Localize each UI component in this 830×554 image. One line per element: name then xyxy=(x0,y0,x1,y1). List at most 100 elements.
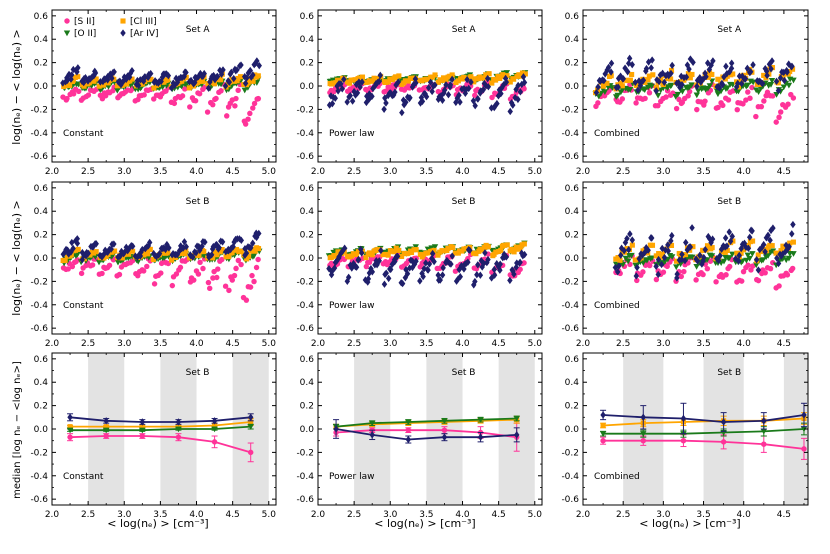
point-cliii xyxy=(787,240,793,246)
point-cliii xyxy=(381,79,388,85)
point-cliii xyxy=(617,257,623,263)
x-tick-label: 3.5 xyxy=(419,339,433,349)
median-point-oii xyxy=(599,431,607,437)
point-cliii xyxy=(183,248,189,254)
point-sii xyxy=(249,272,255,279)
point-ariv xyxy=(133,80,140,89)
y-tick-label: 0.6 xyxy=(300,184,315,194)
point-sii xyxy=(78,97,85,103)
median-point-oii xyxy=(513,415,520,422)
ylabel-top-row: log(nₑ) − < log(nₑ) > xyxy=(10,29,23,144)
point-ariv xyxy=(124,246,131,255)
point-ariv xyxy=(431,257,437,266)
median-point-sii xyxy=(720,439,727,445)
point-ariv xyxy=(665,247,671,255)
point-cliii xyxy=(363,254,369,261)
point-ariv xyxy=(231,74,237,83)
x-tick-label: 4.0 xyxy=(455,167,470,177)
point-ariv xyxy=(694,82,700,91)
point-sii xyxy=(693,277,699,283)
point-sii xyxy=(381,89,387,95)
point-sii xyxy=(210,275,216,281)
point-sii xyxy=(619,96,626,102)
point-ariv xyxy=(139,75,145,84)
point-cliii xyxy=(689,71,695,78)
point-cliii xyxy=(405,78,411,84)
y-tick-label: 0.2 xyxy=(34,59,48,69)
panel-median-combined: 2.0 2.5 3.0 3.5 4.0 4.5 -0.6 -0.4 -0.2 0.0 0.2 0.4 0… xyxy=(561,352,809,520)
point-ariv xyxy=(196,246,203,254)
point-cliii xyxy=(89,249,95,255)
point-cliii xyxy=(147,246,153,252)
point-oii xyxy=(753,262,760,269)
x-tick-label: 5.0 xyxy=(528,339,543,349)
point-ariv xyxy=(79,248,86,257)
point-ariv xyxy=(518,249,525,257)
point-ariv xyxy=(777,74,784,82)
point-cliii xyxy=(143,249,149,255)
point-cliii xyxy=(235,75,241,82)
point-sii xyxy=(75,88,82,95)
point-cliii xyxy=(493,77,499,83)
point-ariv xyxy=(668,69,674,78)
point-ariv xyxy=(389,260,395,269)
point-oii xyxy=(95,259,103,266)
point-ariv xyxy=(385,274,392,283)
point-oii xyxy=(241,87,248,94)
point-sii xyxy=(161,88,168,95)
point-ariv xyxy=(372,82,378,90)
point-cliii xyxy=(81,256,87,262)
y-tick-label: 0.2 xyxy=(300,59,314,69)
point-ariv xyxy=(683,73,690,81)
point-ariv xyxy=(715,256,722,265)
point-sii xyxy=(255,256,261,263)
point-ariv xyxy=(648,64,654,72)
point-cliii xyxy=(673,258,680,264)
x-tick-label: 5.0 xyxy=(528,510,543,520)
y-tick-label: -0.2 xyxy=(30,105,48,115)
point-sii xyxy=(745,89,751,95)
point-ariv xyxy=(659,244,665,253)
set-label: Set B xyxy=(186,197,210,207)
point-sii xyxy=(97,92,104,99)
point-ariv xyxy=(341,75,347,84)
point-sii xyxy=(634,277,640,284)
point-ariv xyxy=(231,238,237,246)
point-sii xyxy=(363,263,370,270)
point-sii xyxy=(206,285,213,292)
point-ariv xyxy=(377,71,383,80)
point-ariv xyxy=(641,249,648,257)
point-sii xyxy=(778,109,784,115)
y-tick-label: 0.6 xyxy=(565,355,580,365)
point-sii xyxy=(331,88,337,95)
point-ariv xyxy=(521,78,528,87)
median-point-oii xyxy=(139,427,146,434)
point-ariv xyxy=(706,235,713,243)
point-ariv xyxy=(440,264,446,272)
point-oii xyxy=(720,258,728,265)
x-tick-label: 4.5 xyxy=(225,167,239,177)
point-sii xyxy=(707,258,714,264)
x-tick-label: 2.5 xyxy=(347,510,361,520)
point-cliii xyxy=(435,79,441,85)
point-oii xyxy=(759,257,767,264)
point-ariv xyxy=(393,252,400,261)
x-tick-label: 2.0 xyxy=(576,510,591,520)
point-oii xyxy=(654,92,662,99)
point-sii xyxy=(157,94,164,100)
point-sii xyxy=(200,265,206,272)
point-sii xyxy=(105,89,111,95)
point-ariv xyxy=(376,257,382,265)
point-cliii xyxy=(704,243,711,249)
point-cliii xyxy=(61,83,67,90)
point-ariv xyxy=(341,244,348,252)
point-cliii xyxy=(328,254,334,260)
point-ariv xyxy=(447,81,454,89)
point-sii xyxy=(727,89,733,95)
point-sii xyxy=(205,279,212,286)
point-ariv xyxy=(709,235,716,243)
x-tick-label: 4.0 xyxy=(189,339,204,349)
point-cliii xyxy=(423,76,429,82)
point-sii xyxy=(182,86,188,92)
y-tick-label: -0.2 xyxy=(296,105,314,115)
